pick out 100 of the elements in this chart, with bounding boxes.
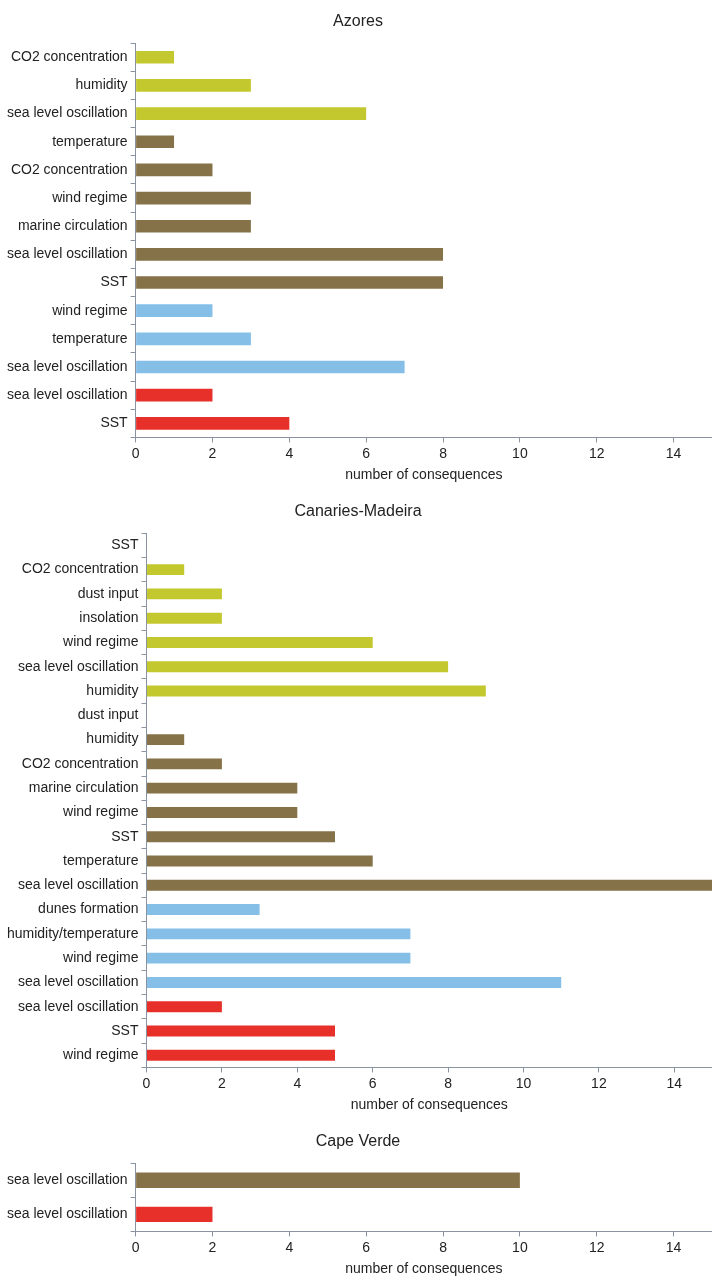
y-tick-label: sea level oscillation [17,997,139,1014]
y-tick-label: CO2 concentration [21,560,139,577]
y-tick-label: sea level oscillation [7,1171,128,1188]
bar [147,734,185,746]
y-tick-label: sea level oscillation [7,357,128,374]
y-tick-label: humidity [86,681,139,698]
x-tick-label: 2 [208,1238,217,1255]
x-tick-label: 2 [218,1074,226,1091]
y-tick-label: wind regime [62,803,139,820]
x-tick-label: 6 [362,1238,371,1255]
x-tick-label: 6 [368,1074,377,1091]
bar [136,248,444,261]
bar [136,191,251,205]
bar [136,416,290,430]
y-tick-label: insolation [79,609,139,626]
x-axis-title: number of consequences [350,1096,508,1113]
x-tick-label: 4 [285,1238,294,1255]
x-tick-label: 14 [666,1074,683,1091]
x-tick-label: 8 [439,1238,448,1255]
x-tick-label: 12 [588,444,605,461]
bar [136,163,213,177]
x-tick-label: 4 [285,444,294,461]
x-axis-title: number of consequences [345,1260,503,1277]
y-tick-label: humidity/temperature [6,924,139,941]
y-tick-label: SST [100,273,129,290]
y-tick-label: wind regime [62,633,139,650]
y-tick-label: temperature [52,329,128,346]
y-tick-label: sea level oscillation [7,245,128,262]
bar [147,661,449,673]
bar [136,304,213,318]
x-tick-label: 10 [512,444,528,461]
y-tick-label: temperature [52,132,128,149]
y-tick-label: dust input [77,706,139,723]
x-tick-label: 10 [512,1238,528,1255]
bar [147,588,222,600]
y-tick-label: SST [111,1021,139,1038]
bar [147,806,298,818]
bar [147,1001,222,1013]
chart-title: Azores [333,12,383,30]
bar [147,564,185,576]
bar [147,928,411,940]
x-tick-label: 0 [131,1238,140,1255]
bar [147,782,298,794]
bar [147,758,222,770]
y-tick-label: SST [100,414,129,431]
y-tick-label: dust input [77,584,139,601]
x-tick-label: 14 [665,444,682,461]
x-tick-label: 0 [142,1074,151,1091]
bar [136,50,175,64]
y-tick-label: sea level oscillation [7,104,128,121]
x-tick-label: 6 [362,444,371,461]
y-tick-label: wind regime [62,948,139,965]
y-tick-label: marine circulation [17,217,128,234]
y-tick-label: SST [111,536,139,553]
bar [147,879,712,891]
y-tick-label: wind regime [62,1046,139,1063]
y-tick-label: SST [111,827,139,844]
x-tick-label: 8 [439,444,448,461]
y-tick-label: sea level oscillation [17,973,139,990]
y-tick-label: wind regime [51,301,128,318]
bar [136,360,405,374]
y-tick-label: temperature [63,851,139,868]
bar [136,79,251,92]
x-tick-label: 12 [591,1074,607,1091]
bar [136,135,175,149]
chart-title: Cape Verde [315,1132,401,1150]
bar [147,1049,335,1061]
x-tick-label: 10 [515,1074,532,1091]
y-tick-label: CO2 concentration [10,160,128,177]
bar [147,612,222,624]
y-tick-label: sea level oscillation [7,386,128,403]
y-tick-label: CO2 concentration [21,754,139,771]
y-tick-label: marine circulation [28,779,139,796]
bar [136,276,444,289]
x-tick-label: 0 [131,444,140,461]
x-axis-title: number of consequences [345,466,503,483]
bar [136,388,213,402]
bar [147,1025,335,1037]
bar [136,332,251,346]
y-tick-label: CO2 concentration [10,48,128,65]
bar [147,831,335,843]
x-tick-label: 8 [444,1074,453,1091]
y-tick-label: humidity [86,730,139,747]
y-tick-label: dunes formation [38,900,139,917]
bar [147,904,260,916]
x-tick-label: 4 [293,1074,302,1091]
bar [147,855,373,867]
y-tick-label: wind regime [51,188,128,205]
y-tick-label: sea level oscillation [17,876,139,893]
bar [147,952,411,964]
x-tick-label: 2 [208,444,217,461]
x-tick-label: 14 [665,1238,682,1255]
y-tick-label: sea level oscillation [7,1205,128,1222]
x-tick-label: 12 [588,1238,605,1255]
bar [147,976,562,988]
bar [136,107,367,120]
y-tick-label: humidity [75,76,128,93]
bar [136,219,251,233]
y-tick-label: sea level oscillation [17,657,139,674]
bar [147,637,373,648]
